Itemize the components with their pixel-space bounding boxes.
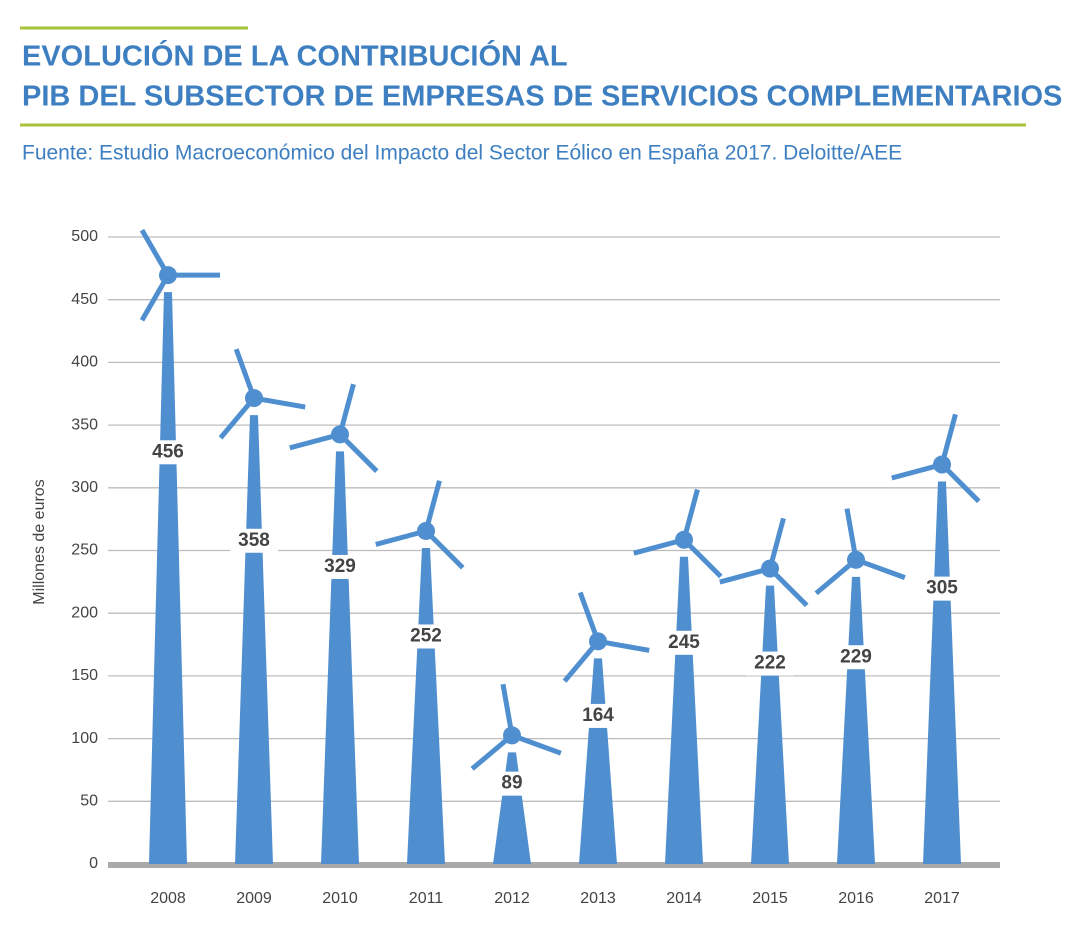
- label-bg: [660, 630, 708, 655]
- tower: [665, 556, 703, 864]
- y-tick-label: 300: [71, 479, 98, 496]
- value-label: 252: [410, 625, 442, 646]
- tower: [751, 585, 789, 864]
- label-bg: [574, 703, 622, 728]
- subtitle: Fuente: Estudio Macroeconómico del Impac…: [22, 142, 902, 165]
- label-bg: [316, 554, 364, 579]
- value-label: 222: [754, 653, 786, 674]
- hub: [245, 389, 263, 408]
- value-label: 456: [152, 441, 184, 462]
- y-tick-label: 50: [80, 793, 98, 810]
- label-bg: [746, 651, 794, 676]
- y-tick-label: 500: [71, 228, 98, 245]
- hub: [675, 530, 693, 549]
- hub: [761, 559, 779, 578]
- x-tick-label: 2010: [322, 890, 358, 907]
- value-label: 229: [840, 646, 872, 667]
- tower: [407, 547, 445, 864]
- x-tick-label: 2016: [838, 890, 874, 907]
- value-label: 245: [668, 632, 700, 653]
- x-tick-label: 2009: [236, 890, 272, 907]
- value-label: 89: [501, 773, 522, 794]
- tower: [923, 481, 961, 864]
- y-tick-label: 250: [71, 542, 98, 559]
- hub: [503, 726, 521, 745]
- value-label: 329: [324, 556, 356, 577]
- value-label: 164: [582, 705, 614, 726]
- label-bg: [144, 440, 192, 465]
- tower: [579, 658, 617, 864]
- chart-title: EVOLUCIÓN DE LA CONTRIBUCIÓN AL: [22, 39, 568, 73]
- label-bg: [230, 528, 278, 553]
- x-tick-label: 2011: [409, 890, 444, 907]
- tower: [321, 451, 359, 864]
- hub: [847, 550, 865, 569]
- label-bg: [918, 576, 966, 601]
- y-axis-label: Millones de euros: [31, 479, 48, 604]
- value-label: 358: [238, 530, 270, 551]
- x-tick-label: 2012: [494, 890, 530, 907]
- x-tick-label: 2017: [924, 890, 960, 907]
- label-bg: [488, 771, 536, 796]
- y-tick-label: 150: [71, 667, 98, 684]
- x-tick-label: 2008: [150, 890, 186, 907]
- value-label: 305: [926, 578, 958, 599]
- tower: [149, 292, 187, 864]
- hub: [933, 455, 951, 474]
- y-tick-label: 350: [71, 416, 98, 433]
- tower: [493, 752, 531, 864]
- y-tick-label: 200: [71, 604, 98, 621]
- label-bg: [402, 624, 450, 649]
- hub: [331, 425, 349, 444]
- x-tick-label: 2013: [580, 890, 616, 907]
- hub: [159, 266, 177, 285]
- x-tick-label: 2014: [666, 890, 702, 907]
- y-tick-label: 0: [89, 855, 98, 872]
- tower: [837, 576, 875, 864]
- hub: [589, 632, 607, 651]
- tower: [235, 415, 273, 864]
- y-tick-label: 450: [71, 291, 98, 308]
- chart-title: PIB DEL SUBSECTOR DE EMPRESAS DE SERVICI…: [22, 81, 1062, 113]
- hub: [417, 521, 435, 540]
- x-tick-label: 2015: [752, 890, 788, 907]
- label-bg: [832, 645, 880, 670]
- y-tick-label: 400: [71, 354, 98, 371]
- y-tick-label: 100: [71, 730, 98, 747]
